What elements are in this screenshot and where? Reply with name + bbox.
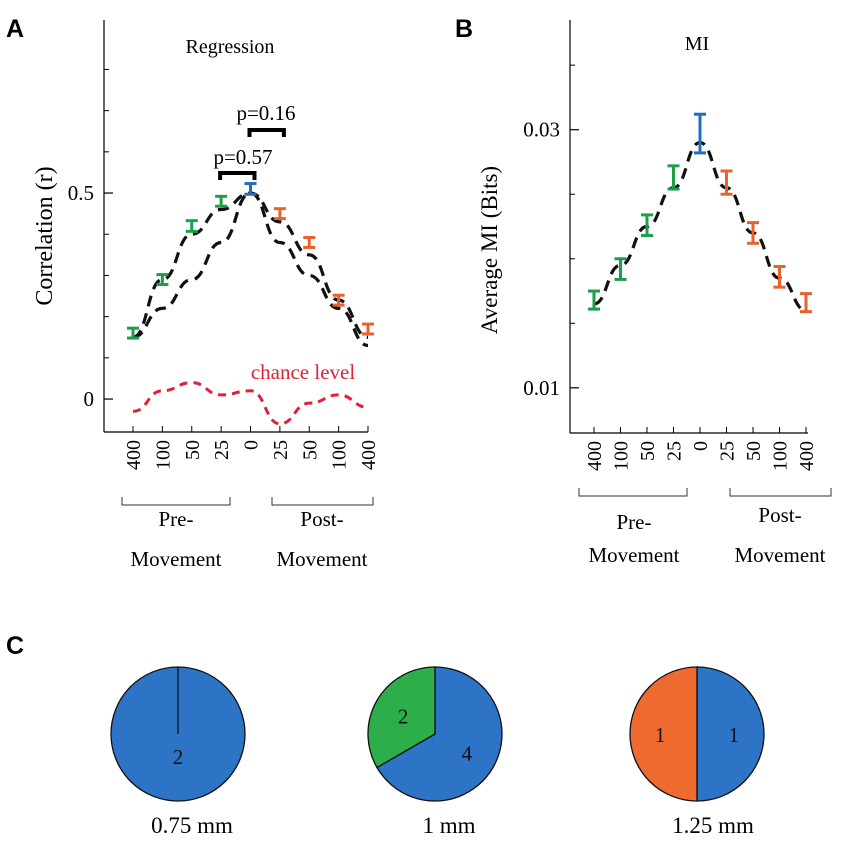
- pie-label-1-25mm: 1.25 mm: [672, 813, 754, 838]
- panel-a-y-tick-label: 0: [84, 387, 95, 411]
- panel-a-fit-lower-line: [132, 191, 369, 348]
- group-label-pre-a-line2: Movement: [131, 547, 222, 571]
- panel-b-data-point: [720, 169, 733, 196]
- panel-a-x-tick-label: 100: [329, 440, 351, 470]
- pie-slice-label: 2: [173, 745, 184, 769]
- panel-a-x-tick-label: 100: [152, 440, 174, 470]
- pie-label-0-75mm: 0.75 mm: [151, 813, 233, 838]
- p-value-label-post: p=0.16: [236, 101, 295, 125]
- pie-label-1mm: 1 mm: [422, 813, 475, 838]
- panel-b-data-point: [667, 164, 680, 191]
- group-label-post-b-line1: Post-: [758, 503, 801, 527]
- panel-a-data-point: [185, 219, 198, 233]
- pie-slice-label: 2: [398, 705, 409, 729]
- panel-b-x-tick-label: 400: [796, 441, 818, 471]
- group-label-post-a-line1: Post-: [300, 507, 343, 531]
- panel-a-fit-upper-line: [132, 191, 369, 339]
- panel-b-x-tick-label: 50: [637, 441, 659, 461]
- panel-b-title: MI: [685, 33, 709, 55]
- panel-a-data-point: [127, 326, 139, 340]
- significance-bracket-pre: [218, 171, 257, 180]
- panel-a-data-point: [273, 207, 286, 221]
- panel-b-data-point: [694, 112, 706, 155]
- panel-a-x-tick-label: 25: [211, 440, 233, 460]
- panel-b-y-tick-label: 0.01: [523, 376, 560, 400]
- panel-a-data-point: [332, 293, 345, 307]
- pie-chart-1-mm: 42: [367, 666, 503, 802]
- panel-a-data-point: [303, 236, 316, 249]
- panel-letter-c: C: [6, 632, 24, 660]
- pie-slice-blue: [376, 666, 503, 802]
- group-label-pre-b-line2: Movement: [589, 543, 680, 567]
- panel-b-x-tick-label: 0: [690, 441, 712, 451]
- group-label-post-b-line2: Movement: [735, 543, 826, 567]
- panel-a-regression-chart: Regression Correlation (r) p=0.57 p=0.16…: [32, 20, 380, 571]
- group-label-pre-a-line1: Pre-: [159, 507, 194, 531]
- panel-a-x-tick-label: 400: [358, 440, 380, 470]
- panel-b-data-point: [588, 289, 600, 311]
- panel-a-pre-movement-bracket: [121, 497, 231, 506]
- pie-slice-label: 4: [462, 741, 473, 765]
- panel-b-x-tick-label: 25: [717, 441, 739, 461]
- pie-chart-1-25-mm: 11: [629, 666, 765, 802]
- panel-a-data-point: [244, 182, 257, 196]
- pie-chart-0-75-mm: 2: [110, 666, 246, 802]
- panel-a-y-tick-label: 0.5: [68, 181, 94, 205]
- panel-a-x-tick-label: 0: [241, 440, 263, 450]
- panel-a-data-point: [362, 322, 374, 336]
- panel-letter-b: B: [455, 15, 473, 43]
- p-value-label-pre: p=0.57: [213, 145, 272, 169]
- panel-b-x-tick-label: 100: [611, 441, 633, 471]
- panel-b-x-tick-label: 50: [743, 441, 765, 461]
- panel-b-x-tick-label: 25: [664, 441, 686, 461]
- pie-slice-green: [367, 666, 436, 769]
- panel-a-x-tick-label: 50: [182, 440, 204, 460]
- panel-b-y-axis-label: Average MI (Bits): [477, 166, 502, 334]
- panel-a-x-tick-label: 50: [299, 440, 321, 460]
- panel-a-chance-level-line: [132, 381, 369, 426]
- panel-a-x-tick-label: 25: [270, 440, 292, 460]
- pie-slice-orange: [629, 666, 698, 802]
- panel-a-plot-area: 0 0.5 400 100 50 25 0 25 50 100 400: [68, 20, 380, 506]
- panel-letter-a: A: [6, 15, 24, 43]
- chance-level-label: chance level: [251, 360, 356, 384]
- panel-b-y-tick-label: 0.03: [523, 118, 560, 142]
- panel-a-data-point: [215, 194, 228, 208]
- panel-a-title: Regression: [186, 36, 275, 58]
- panel-b-data-point: [614, 257, 627, 281]
- pie-slice-label: 1: [729, 723, 740, 747]
- panel-b-data-point: [800, 292, 812, 314]
- panel-b-data-point: [773, 265, 786, 289]
- group-label-pre-b-line1: Pre-: [617, 510, 652, 534]
- panel-b-pre-movement-bracket: [578, 488, 688, 497]
- group-label-post-a-line2: Movement: [277, 547, 368, 571]
- significance-bracket-post: [247, 128, 286, 137]
- panel-a-y-axis-label: Correlation (r): [32, 166, 58, 305]
- panel-a-data-point: [156, 273, 169, 287]
- panel-b-data-point: [747, 221, 759, 245]
- panel-b-x-tick-label: 100: [770, 441, 792, 471]
- panel-a-x-tick-label: 400: [123, 440, 145, 470]
- panel-b-fit-line: [593, 141, 807, 312]
- pie-slice-label: 1: [655, 723, 666, 747]
- panel-b-data-point: [641, 213, 653, 238]
- panel-a-post-movement-bracket: [271, 497, 374, 506]
- panel-b-post-movement-bracket: [729, 488, 832, 497]
- panel-b-x-tick-label: 400: [584, 441, 606, 471]
- pie-slice-blue: [696, 666, 765, 802]
